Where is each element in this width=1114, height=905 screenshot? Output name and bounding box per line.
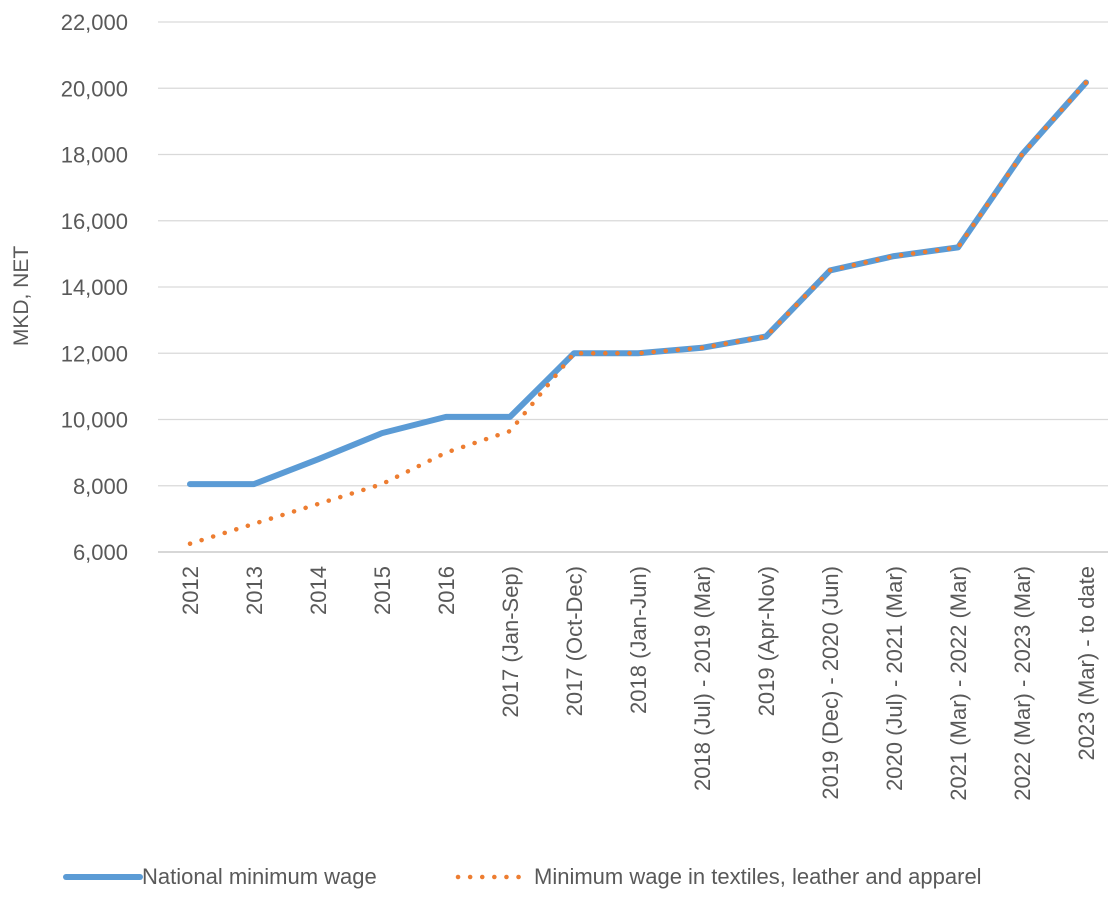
y-axis-title: MKD, NET	[10, 246, 33, 347]
y-tick-label: 20,000	[61, 76, 128, 101]
legend-label-textiles-minimum-wage: Minimum wage in textiles, leather and ap…	[534, 864, 982, 889]
y-tick-label: 12,000	[61, 341, 128, 366]
x-tick-label: 2022 (Mar) - 2023 (Mar)	[1010, 566, 1035, 801]
gridlines	[158, 21, 1108, 487]
y-tick-label: 6,000	[73, 540, 128, 565]
x-tick-label: 2018 (Jan-Jun)	[626, 566, 651, 714]
series-line-textiles-minimum-wage	[187, 80, 1089, 546]
series-lines	[187, 79, 1089, 546]
x-tick-label: 2017 (Jan-Sep)	[498, 566, 523, 718]
x-tick-label: 2017 (Oct-Dec)	[562, 566, 587, 716]
x-tick-label: 2012	[178, 566, 203, 615]
x-tick-label: 2019 (Dec) - 2020 (Jun)	[818, 566, 843, 800]
x-tick-label: 2023 (Mar) - to date	[1074, 566, 1099, 760]
y-tick-label: 10,000	[61, 408, 128, 433]
x-tick-label: 2019 (Apr-Nov)	[754, 566, 779, 716]
x-tick-label: 2013	[242, 566, 267, 615]
y-tick-label: 8,000	[73, 474, 128, 499]
y-tick-label: 14,000	[61, 275, 128, 300]
y-tick-label: 18,000	[61, 143, 128, 168]
x-tick-label: 2020 (Jul) - 2021 (Mar)	[882, 566, 907, 791]
x-tick-label: 2016	[434, 566, 459, 615]
x-tick-label: 2015	[370, 566, 395, 615]
series-line-national-minimum-wage	[187, 79, 1089, 488]
x-tick-label: 2014	[306, 566, 331, 615]
y-tick-label: 22,000	[61, 10, 128, 35]
x-tick-label: 2021 (Mar) - 2022 (Mar)	[946, 566, 971, 801]
y-tick-label: 16,000	[61, 209, 128, 234]
legend: National minimum wage Minimum wage in tex…	[63, 864, 982, 889]
x-axis-tick-labels: 2012 2013 2014 2015 2016 2017 (Jan-Sep) 2017 (…	[178, 566, 1099, 801]
y-axis-tick-labels: 6,000 8,000 10,000 12,000 14,000 16,000 18,000…	[61, 10, 128, 565]
x-tick-label: 2018 (Jul) - 2019 (Mar)	[690, 566, 715, 791]
legend-label-national-minimum-wage: National minimum wage	[142, 864, 377, 889]
